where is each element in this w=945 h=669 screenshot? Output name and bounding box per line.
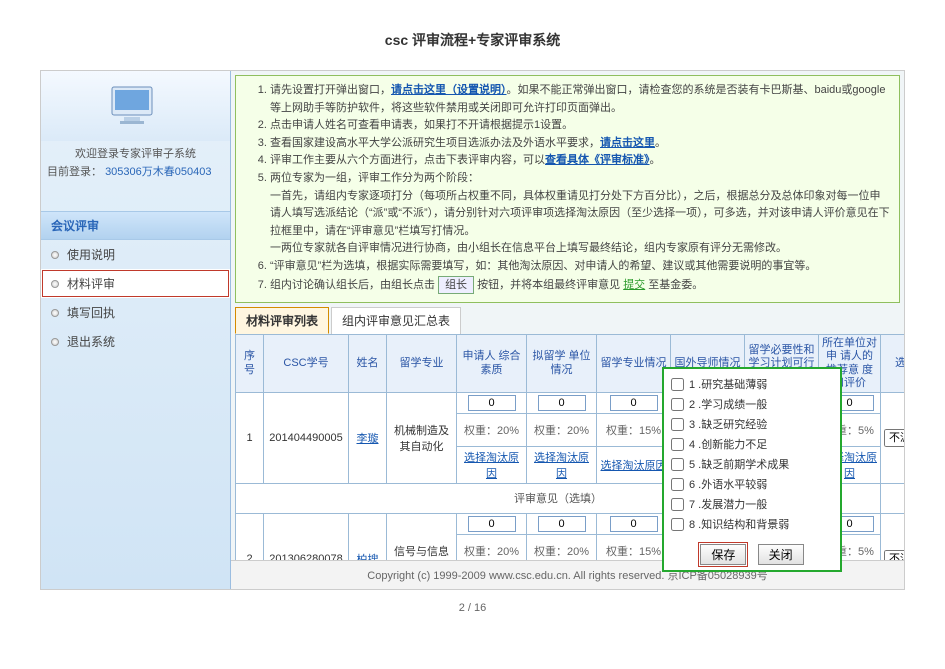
elim-cell: 选择淘汰原因 bbox=[527, 446, 597, 483]
login-prefix: 目前登录： bbox=[47, 166, 102, 178]
popup-option[interactable]: 8 .知识结构和背景弱 bbox=[671, 514, 833, 534]
col-seq: 序号 bbox=[236, 335, 264, 393]
popup-option[interactable]: 3 .缺乏研究经验 bbox=[671, 414, 833, 434]
leader-button[interactable]: 组长 bbox=[438, 276, 474, 294]
cell-name[interactable]: 李璇 bbox=[349, 392, 387, 483]
popup-checkbox[interactable] bbox=[671, 438, 684, 451]
popup-option-list: 1 .研究基础薄弱2 .学习成绩一般3 .缺乏研究经验4 .创新能力不足5 .缺… bbox=[663, 368, 841, 540]
submit-link[interactable]: 提交 bbox=[623, 279, 645, 291]
popup-checkbox[interactable] bbox=[671, 378, 684, 391]
elimination-popup: 1 .研究基础薄弱2 .学习成绩一般3 .缺乏研究经验4 .创新能力不足5 .缺… bbox=[662, 367, 842, 572]
elim-cell: 选择淘汰原因 bbox=[597, 446, 671, 483]
dispatch-select[interactable]: 不派 bbox=[884, 429, 904, 447]
score-cell bbox=[527, 513, 597, 534]
cell-major: 机械制造及其自动化 bbox=[387, 392, 457, 483]
col-csc: CSC学号 bbox=[264, 335, 349, 393]
notice-box: 请先设置打开弹出窗口，请点击这里（设置说明）。如果不能正常弹出窗口，请检查您的系… bbox=[235, 75, 900, 303]
score-input[interactable] bbox=[610, 516, 658, 532]
bullet-icon bbox=[51, 280, 59, 288]
score-cell bbox=[457, 392, 527, 413]
popup-option[interactable]: 2 .学习成绩一般 bbox=[671, 394, 833, 414]
popup-buttons: 保存 关闭 bbox=[663, 540, 841, 571]
score-cell bbox=[597, 392, 671, 413]
sidebar-item-label: 退出系统 bbox=[67, 333, 115, 350]
tab-bar: 材料评审列表 组内评审意见汇总表 bbox=[235, 307, 900, 334]
welcome-text: 欢迎登录专家评审子系统 bbox=[41, 141, 230, 163]
score-input[interactable] bbox=[468, 516, 516, 532]
sidebar-item-label: 填写回执 bbox=[67, 304, 115, 321]
sidebar-item-receipt[interactable]: 填写回执 bbox=[41, 298, 230, 327]
elimination-link[interactable]: 选择淘汰原因 bbox=[601, 460, 667, 472]
sidebar-section-title: 会议评审 bbox=[41, 211, 230, 240]
sidebar: 欢迎登录专家评审子系统 目前登录： 305306万木春050403 会议评审 使… bbox=[41, 71, 231, 589]
select-cell: 不派 bbox=[881, 392, 905, 483]
notice-link-standard[interactable]: 查看具体《评审标准》 bbox=[545, 154, 650, 166]
notice-item-1: 请先设置打开弹出窗口，请点击这里（设置说明）。如果不能正常弹出窗口，请检查您的系… bbox=[270, 82, 891, 117]
tab-review-list[interactable]: 材料评审列表 bbox=[235, 307, 329, 334]
popup-checkbox[interactable] bbox=[671, 498, 684, 511]
col-name: 姓名 bbox=[349, 335, 387, 393]
notice-sub-2: 一两位专家就各自评审情况进行协商，由小组长在信息平台上填写最终结论，组内专家原有… bbox=[270, 242, 787, 254]
notice-link-policy[interactable]: 请点击这里 bbox=[600, 137, 655, 149]
popup-save-button[interactable]: 保存 bbox=[700, 544, 746, 565]
notice-item-5: 两位专家为一组，评审工作分为两个阶段： 一首先，请组内专家逐项打分（每项所占权重… bbox=[270, 170, 891, 258]
score-input[interactable] bbox=[538, 395, 586, 411]
col-quality[interactable]: 申请人 综合素质 bbox=[457, 335, 527, 393]
popup-checkbox[interactable] bbox=[671, 418, 684, 431]
popup-option[interactable]: 5 .缺乏前期学术成果 bbox=[671, 454, 833, 474]
bullet-icon bbox=[51, 338, 59, 346]
weight-cell: 权重：15% bbox=[597, 413, 671, 446]
login-user-link[interactable]: 305306万木春050403 bbox=[105, 166, 211, 178]
page-number: 2 / 16 bbox=[0, 590, 945, 626]
notice-item-3: 查看国家建设高水平大学公派研究生项目选派办法及外语水平要求，请点击这里。 bbox=[270, 135, 891, 153]
notice-item-2: 点击申请人姓名可查看申请表，如果打不开请根据提示1设置。 bbox=[270, 117, 891, 135]
notice-item-6: “评审意见”栏为选填，根据实际需要填写，如：其他淘汰原因、对申请人的希望、建议或… bbox=[270, 258, 891, 276]
sidebar-item-help[interactable]: 使用说明 bbox=[41, 240, 230, 269]
score-input[interactable] bbox=[538, 516, 586, 532]
col-major: 留学专业 bbox=[387, 335, 457, 393]
score-cell bbox=[597, 513, 671, 534]
bullet-icon bbox=[51, 251, 59, 259]
monitor-icon bbox=[41, 71, 230, 141]
cell-seq: 1 bbox=[236, 392, 264, 483]
cell-csc: 201404490005 bbox=[264, 392, 349, 483]
sidebar-item-review[interactable]: 材料评审 bbox=[41, 269, 230, 298]
popup-option[interactable]: 1 .研究基础薄弱 bbox=[671, 374, 833, 394]
weight-cell: 权重：20% bbox=[457, 413, 527, 446]
popup-checkbox[interactable] bbox=[671, 458, 684, 471]
popup-option[interactable]: 4 .创新能力不足 bbox=[671, 434, 833, 454]
sidebar-item-exit[interactable]: 退出系统 bbox=[41, 327, 230, 356]
table-wrapper: 序号 CSC学号 姓名 留学专业 申请人 综合素质 拟留学 单位情况 留学专业情… bbox=[235, 334, 900, 589]
popup-checkbox[interactable] bbox=[671, 518, 684, 531]
page-title: csc 评审流程+专家评审系统 bbox=[0, 0, 945, 70]
elimination-link[interactable]: 选择淘汰原因 bbox=[534, 452, 589, 480]
weight-cell: 权重：20% bbox=[527, 413, 597, 446]
content-area: 请先设置打开弹出窗口，请点击这里（设置说明）。如果不能正常弹出窗口，请检查您的系… bbox=[231, 71, 904, 589]
save-cell: 保存 bbox=[881, 483, 905, 513]
login-info: 目前登录： 305306万木春050403 bbox=[41, 163, 230, 189]
col-unit[interactable]: 拟留学 单位情况 bbox=[527, 335, 597, 393]
sidebar-item-label: 使用说明 bbox=[67, 246, 115, 263]
notice-item-4: 评审工作主要从六个方面进行，点击下表评审内容，可以查看具体《评审标准》。 bbox=[270, 152, 891, 170]
score-input[interactable] bbox=[468, 395, 516, 411]
notice-link-settings[interactable]: 请点击这里（设置说明） bbox=[391, 84, 507, 96]
bullet-icon bbox=[51, 309, 59, 317]
score-cell bbox=[527, 392, 597, 413]
col-result: 选派/评分 结果 bbox=[881, 335, 905, 393]
col-field[interactable]: 留学专业情况 bbox=[597, 335, 671, 393]
elimination-link[interactable]: 选择淘汰原因 bbox=[464, 452, 519, 480]
popup-option[interactable]: 7 .发展潜力一般 bbox=[671, 494, 833, 514]
tab-group-summary[interactable]: 组内评审意见汇总表 bbox=[331, 307, 461, 334]
popup-close-button[interactable]: 关闭 bbox=[758, 544, 804, 565]
elim-cell: 选择淘汰原因 bbox=[457, 446, 527, 483]
score-cell bbox=[457, 513, 527, 534]
notice-item-7: 组内讨论确认组长后，由组长点击 组长 按钮，并将本组最终评审意见 提交 至基金委… bbox=[270, 276, 891, 295]
score-input[interactable] bbox=[610, 395, 658, 411]
popup-checkbox[interactable] bbox=[671, 478, 684, 491]
notice-sub-1: 一首先，请组内专家逐项打分（每项所占权重不同，具体权重请见打分处下方百分比），之… bbox=[270, 190, 890, 237]
popup-option[interactable]: 6 .外语水平较弱 bbox=[671, 474, 833, 494]
popup-checkbox[interactable] bbox=[671, 398, 684, 411]
sidebar-item-label: 材料评审 bbox=[67, 275, 115, 292]
app-window: 欢迎登录专家评审子系统 目前登录： 305306万木春050403 会议评审 使… bbox=[40, 70, 905, 590]
